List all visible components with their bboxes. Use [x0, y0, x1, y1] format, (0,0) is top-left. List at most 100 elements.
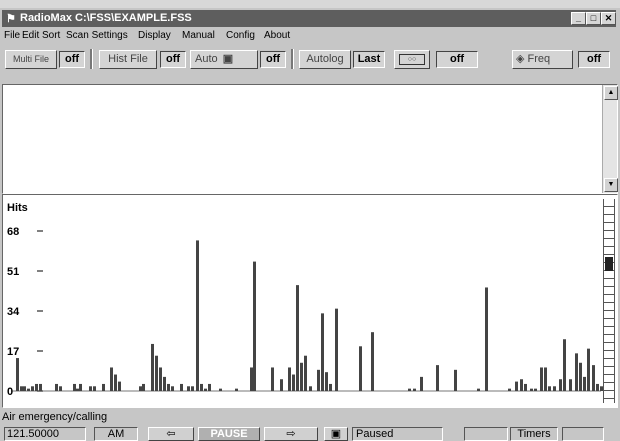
hit-bar	[93, 386, 96, 391]
hit-bar	[420, 376, 423, 391]
frequency-list-pane[interactable]: ▲ ▼	[2, 84, 618, 194]
close-button[interactable]: ✕	[601, 12, 616, 25]
hit-bar	[235, 388, 238, 391]
app-icon: ⚑	[6, 13, 16, 25]
hit-bar	[587, 348, 590, 391]
y-tick-label: 17	[7, 346, 19, 358]
menu-scan-settings[interactable]: Scan Settings	[66, 30, 128, 41]
hit-bar	[408, 388, 411, 391]
hit-bar	[31, 386, 34, 391]
list-scrollbar[interactable]: ▲ ▼	[602, 85, 618, 193]
minimize-button[interactable]: _	[571, 12, 586, 25]
scan-forward-button[interactable]: ⇨	[264, 427, 318, 441]
hit-bar	[16, 358, 19, 391]
freq-state: off	[578, 51, 610, 68]
menu-sort[interactable]: Sort	[42, 30, 61, 41]
hit-bar	[292, 374, 295, 391]
menu-bar: File Edit Sort Scan Settings Display Man…	[2, 29, 616, 44]
lock-button[interactable]: ▣	[324, 427, 348, 441]
chart-level-scale[interactable]	[603, 199, 615, 403]
menu-display[interactable]: Display	[138, 30, 171, 41]
scan-back-button[interactable]: ⇦	[148, 427, 194, 441]
app-window: ⚑ RadioMax C:\FSS\EXAMPLE.FSS _ □ ✕ File…	[0, 8, 620, 441]
freq-button[interactable]: ◈ Freq	[512, 50, 573, 69]
hits-chart-pane: Hits 0 17 34 51 68	[2, 194, 618, 408]
arrow-left-icon: ⇦	[166, 428, 176, 440]
pause-button[interactable]: PAUSE	[198, 427, 260, 441]
hit-bar	[477, 388, 480, 391]
hit-bar	[280, 379, 283, 391]
hit-bar	[508, 388, 511, 391]
hit-bar	[142, 383, 145, 391]
hit-bar	[110, 367, 113, 391]
hit-bar	[530, 388, 533, 391]
hit-bar	[23, 386, 26, 391]
speaker-icon: ◈	[516, 53, 525, 65]
hit-bar	[600, 386, 603, 391]
hit-bar	[76, 388, 79, 391]
record-button[interactable]: ○○	[394, 50, 430, 69]
menu-about[interactable]: About	[264, 30, 291, 41]
bottom-bar: 121.50000 AM ⇦ PAUSE ⇨ ▣ Paused Timers	[2, 427, 616, 441]
timers-display[interactable]: Timers	[510, 427, 558, 441]
maximize-button[interactable]: □	[586, 12, 601, 25]
multi-file-button[interactable]: Multi File	[5, 50, 57, 69]
hit-bar	[325, 372, 328, 391]
hit-bar	[524, 383, 527, 391]
hit-bar	[187, 386, 190, 391]
hit-bar	[180, 383, 183, 391]
frequency-display: 121.50000	[4, 427, 86, 441]
hit-bar	[253, 261, 256, 391]
hit-bar	[89, 386, 92, 391]
hit-bar	[454, 369, 457, 391]
status-box	[464, 427, 508, 441]
hit-bar	[596, 383, 599, 391]
hit-bar	[288, 367, 291, 391]
hit-bar	[300, 362, 303, 391]
record-state: off	[436, 51, 478, 68]
title-bar[interactable]: ⚑ RadioMax C:\FSS\EXAMPLE.FSS _ □ ✕	[2, 10, 616, 27]
hit-bar	[196, 240, 199, 391]
multi-file-state: off	[59, 51, 85, 68]
lock-icon: ▣	[330, 428, 342, 440]
hit-bar	[59, 386, 62, 391]
window-title: RadioMax C:\FSS\EXAMPLE.FSS	[20, 12, 192, 24]
hit-bar	[304, 355, 307, 391]
hit-bar	[548, 386, 551, 391]
menu-manual[interactable]: Manual	[182, 30, 215, 41]
scroll-up-arrow[interactable]: ▲	[604, 86, 618, 100]
hit-bar	[163, 376, 166, 391]
arrow-right-icon: ⇨	[286, 428, 296, 440]
mode-display[interactable]: AM	[94, 427, 138, 441]
hit-bar	[553, 386, 556, 391]
auto-state: off	[260, 51, 286, 68]
menu-config[interactable]: Config	[226, 30, 255, 41]
hit-bar	[534, 388, 537, 391]
hit-bar	[485, 287, 488, 391]
hist-file-button[interactable]: Hist File	[99, 50, 157, 69]
hit-bar	[317, 369, 320, 391]
hit-bar	[583, 376, 586, 391]
hit-bar	[371, 332, 374, 391]
hit-bar	[20, 386, 23, 391]
hit-bar	[544, 367, 547, 391]
menu-edit[interactable]: Edit	[22, 30, 40, 41]
hit-bar	[35, 383, 38, 391]
autolog-button[interactable]: Autolog	[299, 50, 351, 69]
hit-bar	[171, 386, 174, 391]
menu-file[interactable]: File	[4, 30, 21, 41]
hit-bar	[139, 386, 142, 391]
auto-button[interactable]: Auto ▣	[190, 50, 258, 69]
paused-status: Paused	[352, 427, 443, 441]
hit-bar	[167, 383, 170, 391]
level-marker[interactable]	[605, 257, 613, 271]
toolbar-separator	[291, 49, 294, 69]
hit-bar	[114, 374, 117, 391]
hit-bar	[540, 367, 543, 391]
hit-bar	[575, 353, 578, 391]
hit-bar	[359, 346, 362, 391]
hit-bar	[39, 383, 42, 391]
scroll-down-arrow[interactable]: ▼	[604, 178, 618, 192]
hit-bar	[208, 383, 211, 391]
y-tick-label: 0	[7, 386, 13, 398]
